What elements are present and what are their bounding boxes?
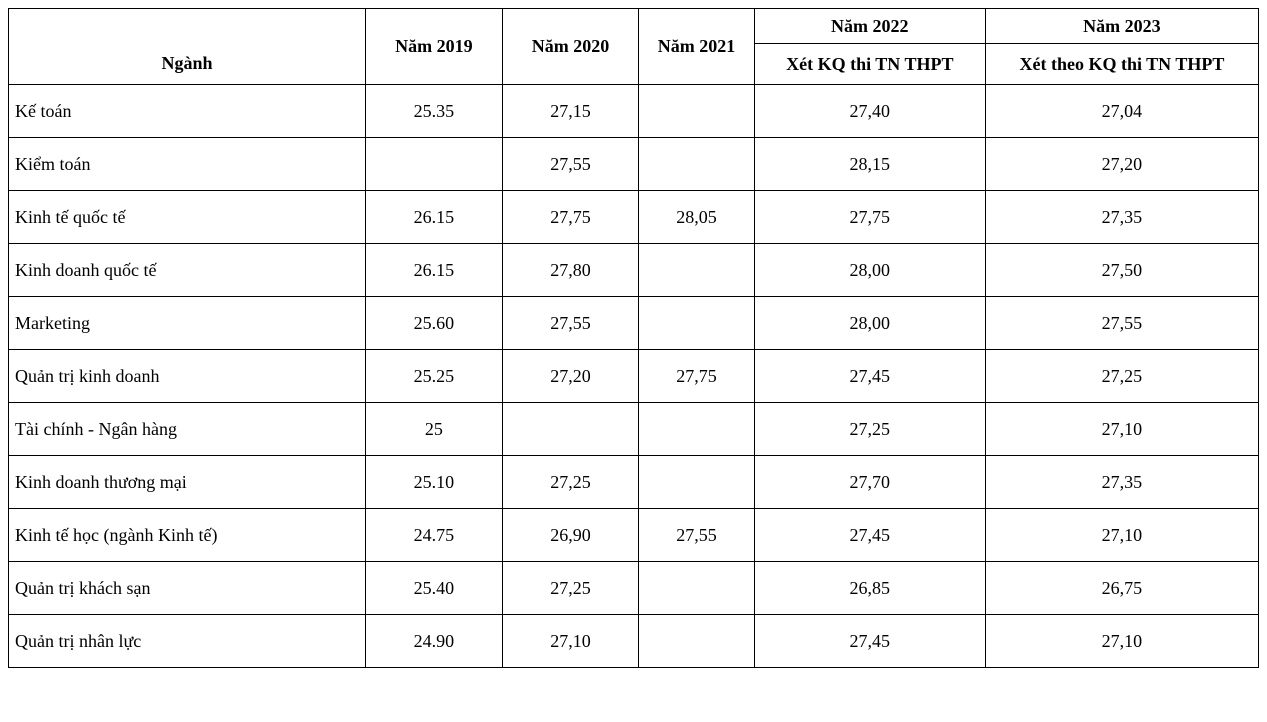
cell-major: Kinh doanh quốc tế (9, 244, 366, 297)
cell-y2023: 27,20 (985, 138, 1258, 191)
cell-y2019: 26.15 (366, 244, 503, 297)
header-2023: Năm 2023 (985, 9, 1258, 44)
cell-y2021 (639, 85, 755, 138)
cell-y2021 (639, 244, 755, 297)
cell-y2023: 27,04 (985, 85, 1258, 138)
cell-y2022: 27,70 (754, 456, 985, 509)
cell-y2021: 28,05 (639, 191, 755, 244)
cell-y2023: 27,10 (985, 403, 1258, 456)
cell-y2023: 27,35 (985, 456, 1258, 509)
cell-y2019 (366, 138, 503, 191)
cell-y2023: 27,50 (985, 244, 1258, 297)
cell-major: Quản trị khách sạn (9, 562, 366, 615)
cell-y2022: 27,45 (754, 350, 985, 403)
cell-major: Quản trị nhân lực (9, 615, 366, 668)
cell-y2019: 25.10 (366, 456, 503, 509)
cell-y2020 (502, 403, 639, 456)
header-2021: Năm 2021 (639, 9, 755, 85)
cell-y2021 (639, 138, 755, 191)
cell-y2022: 26,85 (754, 562, 985, 615)
cell-y2021: 27,55 (639, 509, 755, 562)
cell-major: Kinh tế học (ngành Kinh tế) (9, 509, 366, 562)
cell-y2023: 27,10 (985, 615, 1258, 668)
cell-y2023: 26,75 (985, 562, 1258, 615)
cell-major: Kế toán (9, 85, 366, 138)
subheader-2022: Xét KQ thi TN THPT (754, 44, 985, 85)
cell-y2022: 27,75 (754, 191, 985, 244)
table-row: Kiểm toán 27,55 28,1527,20 (9, 138, 1259, 191)
cell-major: Tài chính - Ngân hàng (9, 403, 366, 456)
cell-y2021 (639, 562, 755, 615)
cell-y2022: 27,25 (754, 403, 985, 456)
cell-y2019: 25.25 (366, 350, 503, 403)
header-2022: Năm 2022 (754, 9, 985, 44)
table-row: Kế toán25.3527,15 27,4027,04 (9, 85, 1259, 138)
cell-y2022: 27,40 (754, 85, 985, 138)
table-row: Kinh tế học (ngành Kinh tế)24.7526,9027,… (9, 509, 1259, 562)
header-major: Ngành (9, 9, 366, 85)
cell-y2021 (639, 403, 755, 456)
cell-y2021 (639, 297, 755, 350)
cell-y2019: 24.75 (366, 509, 503, 562)
cell-y2022: 27,45 (754, 615, 985, 668)
table-body: Kế toán25.3527,15 27,4027,04 Kiểm toán 27,5… (9, 85, 1259, 668)
cell-y2023: 27,10 (985, 509, 1258, 562)
cell-y2022: 28,00 (754, 297, 985, 350)
table-row: Kinh doanh quốc tế26.1527,80 28,0027,50 (9, 244, 1259, 297)
table-row: Kinh doanh thương mại25.1027,25 27,7027,3… (9, 456, 1259, 509)
table-row: Tài chính - Ngân hàng25 27,2527,10 (9, 403, 1259, 456)
cell-y2020: 27,15 (502, 85, 639, 138)
cell-y2021: 27,75 (639, 350, 755, 403)
cell-y2022: 28,15 (754, 138, 985, 191)
table-row: Marketing25.6027,5528,0027,55 (9, 297, 1259, 350)
subheader-2023: Xét theo KQ thi TN THPT (985, 44, 1258, 85)
table-row: Quản trị kinh doanh25.2527,2027,7527,452… (9, 350, 1259, 403)
cell-y2020: 27,75 (502, 191, 639, 244)
table-row: Kinh tế quốc tế26.1527,7528,0527,7527,35 (9, 191, 1259, 244)
cell-y2019: 25.60 (366, 297, 503, 350)
cell-y2023: 27,35 (985, 191, 1258, 244)
cell-major: Kinh tế quốc tế (9, 191, 366, 244)
cell-y2019: 26.15 (366, 191, 503, 244)
cell-y2020: 27,20 (502, 350, 639, 403)
cell-y2019: 25.35 (366, 85, 503, 138)
header-major-label: Ngành (162, 53, 213, 74)
header-2019: Năm 2019 (366, 9, 503, 85)
cell-major: Quản trị kinh doanh (9, 350, 366, 403)
table-header: Ngành Năm 2019 Năm 2020 Năm 2021 Năm 202… (9, 9, 1259, 85)
cell-y2020: 26,90 (502, 509, 639, 562)
cell-y2021 (639, 615, 755, 668)
cell-y2020: 27,25 (502, 456, 639, 509)
cell-major: Kiểm toán (9, 138, 366, 191)
cell-y2020: 27,10 (502, 615, 639, 668)
cell-y2020: 27,80 (502, 244, 639, 297)
cell-y2019: 25.40 (366, 562, 503, 615)
table-row: Quản trị khách sạn25.4027,25 26,8526,75 (9, 562, 1259, 615)
table-row: Quản trị nhân lực24.9027,1027,4527,10 (9, 615, 1259, 668)
cell-y2020: 27,25 (502, 562, 639, 615)
header-2020: Năm 2020 (502, 9, 639, 85)
cell-y2019: 24.90 (366, 615, 503, 668)
cell-y2023: 27,25 (985, 350, 1258, 403)
cell-y2021 (639, 456, 755, 509)
cell-y2022: 27,45 (754, 509, 985, 562)
cell-y2020: 27,55 (502, 138, 639, 191)
cell-major: Kinh doanh thương mại (9, 456, 366, 509)
cell-major: Marketing (9, 297, 366, 350)
cell-y2020: 27,55 (502, 297, 639, 350)
cell-y2019: 25 (366, 403, 503, 456)
cell-y2023: 27,55 (985, 297, 1258, 350)
cell-y2022: 28,00 (754, 244, 985, 297)
scores-table: Ngành Năm 2019 Năm 2020 Năm 2021 Năm 202… (8, 8, 1259, 668)
